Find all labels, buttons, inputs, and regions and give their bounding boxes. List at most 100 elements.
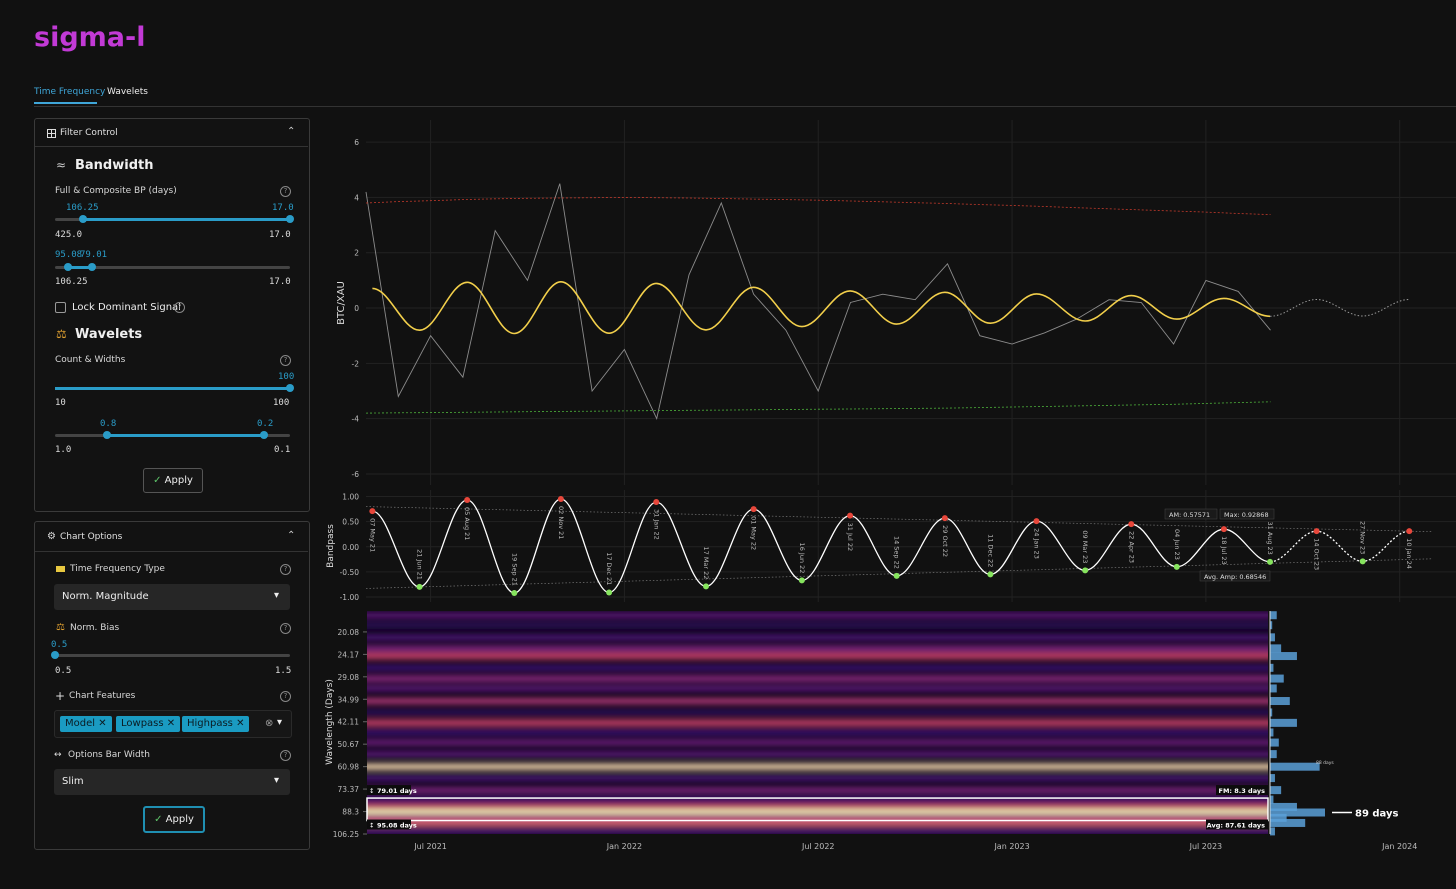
y-tick-label: 6 (354, 138, 359, 147)
annotation-box (367, 819, 411, 830)
histogram-bar (1270, 762, 1320, 771)
caret: ▾ (277, 717, 283, 728)
apply-button[interactable]: ✓ Apply (143, 468, 203, 493)
divider (35, 551, 308, 552)
annotation-box (1219, 508, 1275, 520)
slider-max: 1.5 (275, 666, 292, 676)
slider-thumb[interactable] (260, 431, 268, 439)
icon: ↕ (369, 822, 374, 830)
date-label: 22 Apr 23 (1127, 531, 1135, 563)
date-label: 14 Sep 22 (893, 536, 901, 569)
heatmap-row (367, 697, 1268, 705)
tab[interactable]: Time Frequency (34, 87, 106, 97)
options-panel (34, 521, 310, 850)
help[interactable]: ? (280, 186, 291, 197)
help[interactable]: ? (280, 623, 291, 634)
y-tick-label: 0.50 (342, 518, 359, 527)
tag[interactable]: Model ✕ (60, 716, 112, 732)
help[interactable]: ? (174, 302, 185, 313)
peak-point (1033, 518, 1040, 525)
trough-point (987, 571, 994, 578)
slider-thumb[interactable] (79, 215, 87, 223)
select-value: Slim (62, 776, 84, 787)
icon: ↕ (369, 787, 374, 795)
collapse[interactable]: ⌃ (287, 530, 296, 541)
model-forecast (1269, 298, 1410, 317)
tag[interactable]: Lowpass ✕ (116, 716, 181, 732)
slider-fill (68, 266, 92, 269)
histogram-bar (1270, 750, 1277, 759)
icon: + (55, 689, 66, 703)
histogram-bar (1270, 818, 1306, 827)
help[interactable]: ? (280, 564, 291, 575)
heatmap-row (367, 774, 1268, 782)
trough-point (606, 589, 613, 596)
date-label: 31 Jul 22 (846, 523, 854, 552)
help[interactable]: ? (280, 355, 291, 366)
select[interactable]: Norm. Magnitude ▾ (54, 584, 290, 610)
tab[interactable]: Wavelets (107, 87, 148, 97)
slider-value: 0.5 (51, 640, 68, 650)
caret: ▾ (274, 775, 280, 786)
date-label: 17 Mar 22 (702, 546, 710, 579)
date-label: 21 Jun 21 (416, 549, 424, 580)
button-label: Apply (165, 814, 194, 825)
help[interactable]: ? (280, 691, 291, 702)
y-tick-label: -4 (352, 415, 360, 424)
histogram-bar (1270, 633, 1275, 642)
icon: ⚙ (47, 531, 56, 542)
annotation: AM: 0.57571 (1169, 511, 1210, 519)
multi-select[interactable]: Model ✕ Lowpass ✕ Highpass ✕ ⊗ ▾ (54, 710, 292, 738)
label: Norm. Bias (70, 623, 120, 633)
annotation: FM: 8.3 days (1219, 787, 1266, 795)
slider-value: 106.25 (66, 203, 99, 213)
peak-point (1313, 528, 1320, 535)
slider-track (55, 654, 290, 657)
x-tick-label: Jan 2024 (1381, 842, 1417, 851)
apply-button[interactable]: ✓ Apply (143, 806, 205, 833)
clear[interactable]: ⊗ (265, 718, 274, 729)
tag[interactable]: Highpass ✕ (182, 716, 250, 732)
peak-point (941, 515, 948, 522)
envelope-line (365, 401, 1271, 414)
date-label: 16 Jun 22 (798, 543, 806, 574)
slider-thumb[interactable] (286, 215, 294, 223)
checkbox[interactable] (55, 302, 66, 313)
slider-thumb[interactable] (51, 651, 59, 659)
select[interactable]: Slim ▾ (54, 769, 290, 795)
histogram-bar (1270, 611, 1277, 620)
histogram-bar (1270, 738, 1279, 747)
heatmap-row (367, 621, 1268, 629)
divider (34, 106, 1456, 107)
y-tick-label: 0 (354, 304, 359, 313)
x-tick-label: Jul 2021 (413, 842, 447, 851)
slider-max: 100 (273, 398, 290, 408)
slider-thumb[interactable] (88, 263, 96, 271)
date-label: 09 Mar 23 (1081, 530, 1089, 563)
section-title: Wavelets (75, 327, 143, 342)
minor-label: 88 days (1316, 760, 1334, 766)
histogram-bar (1270, 697, 1290, 706)
collapse[interactable]: ⌃ (287, 126, 296, 137)
icon (47, 129, 56, 138)
button-label: Apply (164, 475, 193, 486)
label: Time Frequency Type (70, 564, 165, 574)
slider-thumb[interactable] (64, 263, 72, 271)
slider-thumb[interactable] (286, 384, 294, 392)
heatmap-row (367, 803, 1268, 811)
slider-fill (55, 387, 290, 390)
help[interactable]: ? (280, 750, 291, 761)
envelope-line (365, 558, 1433, 589)
y-tick-label: 34.99 (338, 695, 360, 704)
y-tick-label: 106.25 (333, 830, 359, 839)
heatmap-row (367, 763, 1268, 771)
annotation-box (1199, 570, 1271, 582)
y-tick-label: 88.3 (342, 808, 359, 817)
icon: ↔ (54, 750, 62, 760)
heatmap-row (367, 739, 1268, 747)
histogram-bar (1270, 827, 1275, 836)
annotation-box (1206, 819, 1268, 830)
slider-thumb[interactable] (103, 431, 111, 439)
